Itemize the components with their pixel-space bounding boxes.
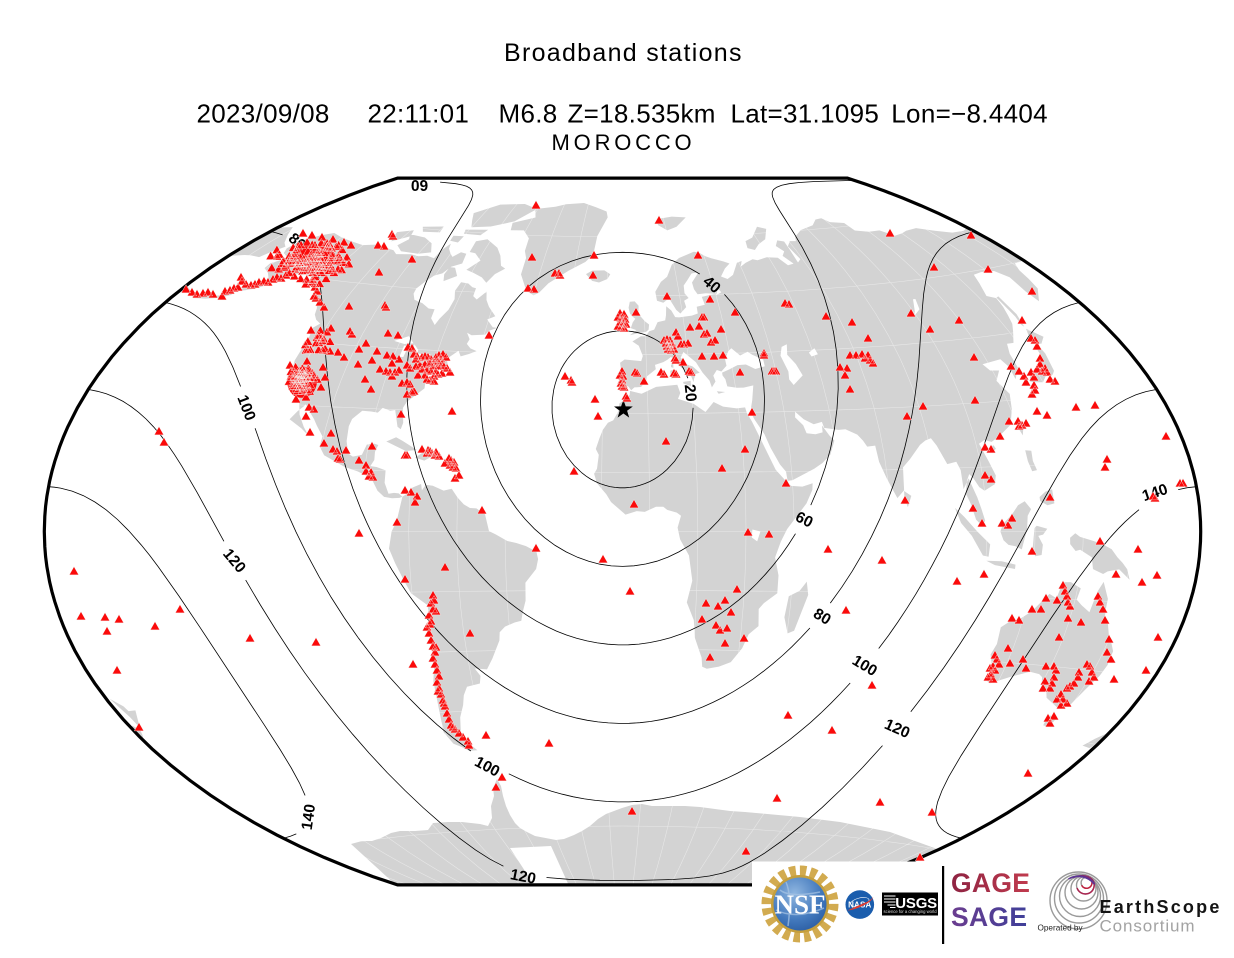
svg-text:EarthScope: EarthScope <box>1100 897 1222 917</box>
svg-text:2023/09/08: 2023/09/08 <box>197 99 330 129</box>
svg-text:SAGE: SAGE <box>951 902 1027 932</box>
svg-text:Lon=−8.4404: Lon=−8.4404 <box>891 99 1048 129</box>
svg-text:Z=18.535km: Z=18.535km <box>568 99 716 129</box>
svg-text:80: 80 <box>810 605 834 628</box>
svg-text:GAGE: GAGE <box>951 868 1030 898</box>
svg-text:60: 60 <box>411 176 428 193</box>
svg-text:USGS: USGS <box>895 895 937 912</box>
svg-text:Consortium: Consortium <box>1100 917 1196 936</box>
svg-text:NSF: NSF <box>774 890 825 920</box>
svg-text:22:11:01: 22:11:01 <box>368 99 470 129</box>
svg-text:20: 20 <box>681 384 700 403</box>
svg-text:Lat=31.1095: Lat=31.1095 <box>731 99 880 129</box>
svg-text:Operated by: Operated by <box>1038 924 1084 933</box>
svg-text:M6.8: M6.8 <box>499 99 558 129</box>
svg-text:Broadband stations: Broadband stations <box>504 39 743 67</box>
svg-text:MOROCCO: MOROCCO <box>552 130 696 155</box>
svg-text:60: 60 <box>792 509 815 532</box>
svg-text:140: 140 <box>299 803 319 831</box>
svg-text:science for a changing world: science for a changing world <box>884 909 938 914</box>
svg-text:120: 120 <box>509 866 538 888</box>
